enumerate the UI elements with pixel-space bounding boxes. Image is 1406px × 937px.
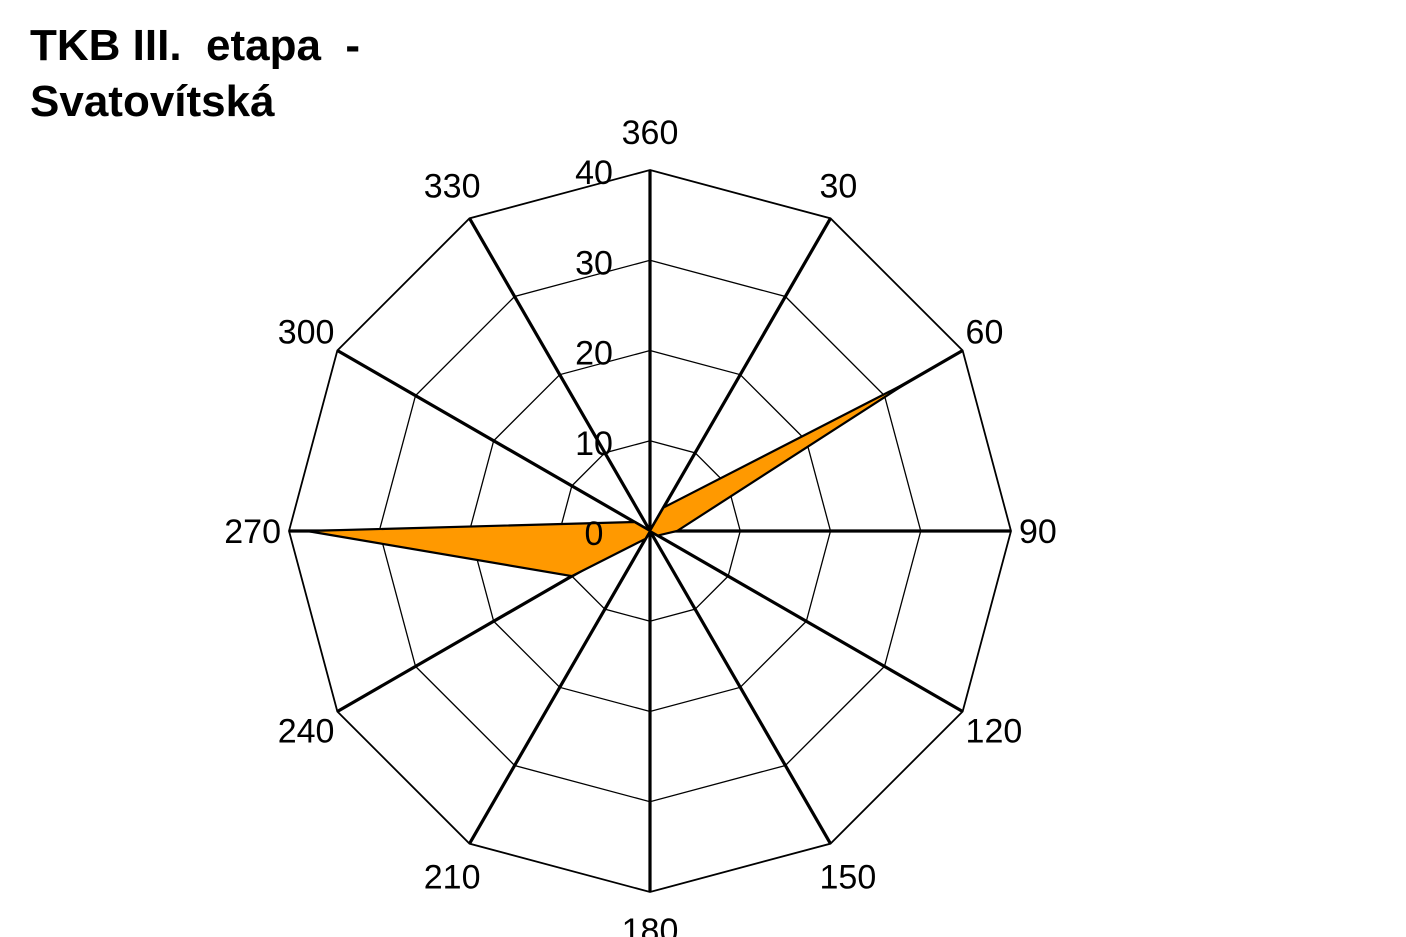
spoke-330 [468, 217, 652, 532]
angle-label-30: 30 [820, 167, 858, 205]
angle-label-90: 90 [1019, 513, 1057, 551]
chart-title-line-1: TKB III. etapa - [30, 21, 361, 70]
angle-label-180: 180 [622, 912, 679, 937]
spoke-300 [336, 349, 651, 533]
radial-tick-label-10: 10 [575, 425, 613, 463]
series-area-0 [306, 381, 909, 578]
angle-label-240: 240 [278, 713, 335, 751]
radial-tick-label-40: 40 [575, 154, 613, 192]
angle-label-60: 60 [966, 314, 1004, 352]
chart-title-line-2: Svatovítská [30, 77, 275, 126]
angle-label-150: 150 [820, 859, 877, 897]
angle-label-210: 210 [424, 859, 481, 897]
radial-tick-label-30: 30 [575, 244, 613, 282]
radial-tick-labels: 0 10 20 30 40 [575, 154, 613, 553]
angle-label-120: 120 [966, 713, 1023, 751]
spoke-120 [649, 529, 964, 713]
angle-label-330: 330 [424, 167, 481, 205]
spoke-150 [648, 530, 832, 845]
spoke-210 [468, 530, 652, 845]
radar-series [306, 381, 909, 578]
chart-title: TKB III. etapa - Svatovítská [30, 18, 360, 130]
radial-tick-label-20: 20 [575, 335, 613, 373]
angle-label-270: 270 [224, 513, 281, 551]
angle-label-300: 300 [278, 314, 335, 352]
radial-tick-label-0: 0 [585, 515, 604, 553]
spoke-30 [648, 217, 832, 532]
angle-label-360: 360 [622, 114, 679, 152]
